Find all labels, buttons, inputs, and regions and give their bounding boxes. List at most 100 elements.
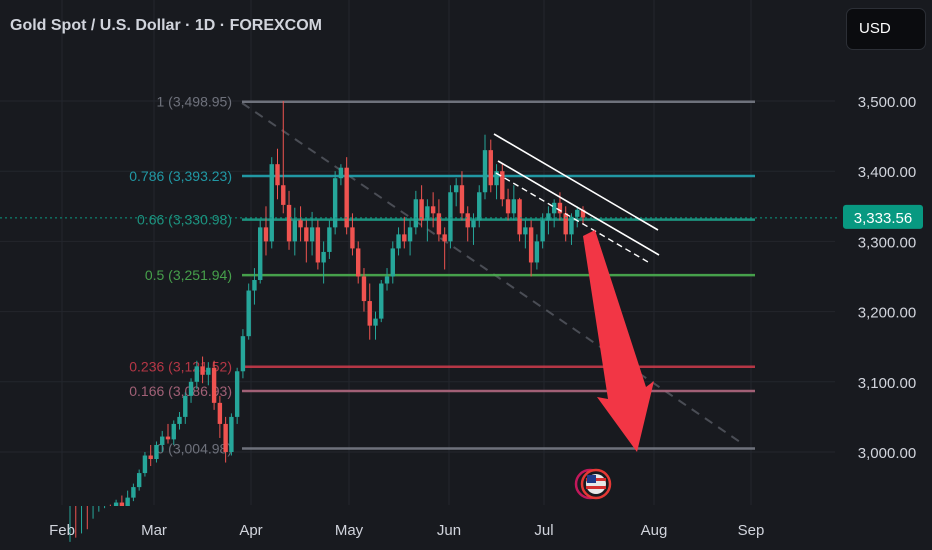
candle xyxy=(459,171,465,221)
fib-retracement: 1 (3,498.95) 0.786 (3,393.23) 0.66 (3,330.… xyxy=(129,94,755,457)
candle-body xyxy=(459,185,465,214)
candle xyxy=(453,178,459,207)
candle-body xyxy=(188,381,194,396)
candle xyxy=(390,241,395,284)
candle xyxy=(263,206,269,256)
candle xyxy=(252,268,257,305)
candle xyxy=(580,206,586,224)
candle xyxy=(471,213,476,245)
time-axis-label: Feb xyxy=(49,522,75,539)
candle-body xyxy=(286,204,292,242)
candle-body xyxy=(488,150,493,186)
candle xyxy=(396,227,401,256)
candle xyxy=(309,211,315,256)
candle-body xyxy=(177,416,182,424)
price-axis-label: 3,100.00 xyxy=(858,375,916,392)
candle-body xyxy=(575,209,580,217)
symbol-title: Gold Spot / U.S. Dollar · 1D · FOREXCOM xyxy=(10,17,323,34)
fib-level-label: 0.66 (3,330.98) xyxy=(137,212,232,228)
candle-body xyxy=(338,167,344,179)
candle-body xyxy=(217,402,223,424)
candle-body xyxy=(304,227,309,242)
candle-body xyxy=(211,367,217,403)
candle xyxy=(477,185,482,228)
candle xyxy=(315,220,321,270)
candle xyxy=(338,164,344,186)
candle xyxy=(528,220,534,277)
candle xyxy=(361,268,367,312)
candle xyxy=(119,495,125,506)
candle xyxy=(131,483,136,502)
candle xyxy=(575,206,580,228)
candle xyxy=(384,268,390,291)
candle xyxy=(425,199,430,242)
candle-body xyxy=(194,366,200,382)
candle-body xyxy=(379,283,384,319)
candle xyxy=(494,164,499,200)
candle xyxy=(136,469,142,491)
candle-body xyxy=(315,227,321,263)
candle-body xyxy=(482,150,488,193)
candle xyxy=(240,329,246,379)
candle-body xyxy=(183,395,188,417)
candle xyxy=(113,499,119,506)
candle xyxy=(194,360,200,389)
candle xyxy=(177,411,182,430)
candle xyxy=(188,378,194,403)
candle xyxy=(430,192,436,228)
candle-body xyxy=(569,216,574,235)
candle xyxy=(223,416,228,463)
candle xyxy=(292,207,297,256)
price-axis-label: 3,300.00 xyxy=(858,234,916,251)
candle-body xyxy=(546,213,551,221)
candle-body xyxy=(160,436,165,445)
last-price-tag-bg xyxy=(843,204,923,229)
candle xyxy=(367,283,372,340)
candle-body xyxy=(246,290,251,337)
candle xyxy=(436,199,442,242)
candle xyxy=(200,356,205,384)
candle-body xyxy=(229,416,234,452)
time-axis-label: Jul xyxy=(534,522,553,539)
candle-body xyxy=(430,206,436,214)
time-axis: Feb Mar Apr May Jun Jul Aug Sep xyxy=(49,522,764,539)
candle xyxy=(344,157,349,235)
candle-body xyxy=(165,436,171,440)
candle xyxy=(546,206,551,235)
candle-body xyxy=(465,213,470,228)
candle xyxy=(442,227,447,270)
candle-body xyxy=(200,366,205,375)
candle-body xyxy=(321,251,326,263)
us-flag-icon xyxy=(574,468,612,500)
time-axis-label: Mar xyxy=(141,522,167,539)
descending-channel xyxy=(0,133,840,263)
candle xyxy=(125,490,130,506)
candle-body xyxy=(500,171,505,200)
candle-body xyxy=(528,227,534,263)
candle-body xyxy=(327,227,332,252)
channel-lower-line xyxy=(497,160,660,256)
fib-level-label: 0 (3,004.98) xyxy=(157,441,233,457)
candle xyxy=(142,452,148,477)
candle-body xyxy=(551,202,557,214)
candle-body xyxy=(125,497,130,506)
candle-body xyxy=(142,455,148,474)
candle-body xyxy=(402,234,407,242)
candle-body xyxy=(563,213,568,235)
candle xyxy=(332,171,338,235)
candle xyxy=(511,185,517,221)
candle-body xyxy=(477,192,482,221)
candle-body xyxy=(396,234,401,249)
candle xyxy=(569,213,574,245)
candle xyxy=(465,206,470,242)
candle-body xyxy=(113,502,119,506)
channel-upper-line xyxy=(493,133,659,231)
fib-level-label: 0.5 (3,251.94) xyxy=(145,267,232,283)
candle xyxy=(540,213,545,249)
candle-body xyxy=(332,178,338,228)
candle-body xyxy=(281,185,286,205)
candle-body xyxy=(154,444,159,460)
currency-button[interactable]: USD xyxy=(846,8,926,50)
candle xyxy=(269,157,274,249)
